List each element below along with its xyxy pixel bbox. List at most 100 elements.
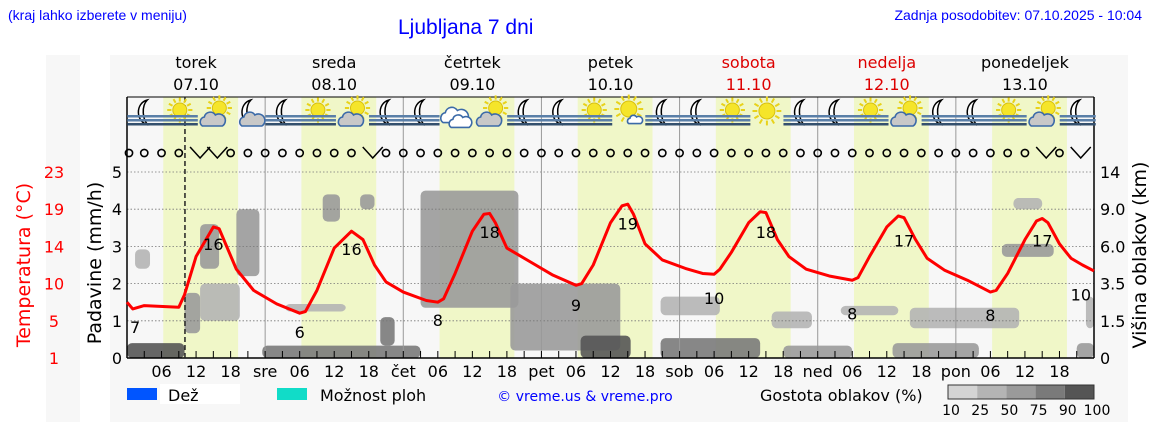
fog-line	[507, 119, 544, 122]
wind-calm-circle	[433, 148, 443, 158]
fog-line	[369, 123, 406, 126]
precip-tick-label: 1	[112, 312, 122, 331]
last-updated: Zadnja posodobitev: 07.10.2025 - 10:04	[894, 7, 1142, 23]
fog-line	[541, 119, 578, 122]
fog-line	[161, 123, 198, 126]
sun-ray	[350, 96, 355, 102]
sun-ray	[620, 96, 625, 102]
x-day-label: sre	[253, 362, 277, 381]
fog-line	[403, 115, 440, 118]
precip-tick-label: 4	[112, 200, 122, 219]
moon-fog-icon	[783, 98, 820, 126]
wind-calm-circle	[278, 148, 287, 158]
wind-barb	[362, 146, 384, 160]
sun-ray	[758, 118, 763, 124]
x-day-label: pon	[941, 362, 971, 381]
wind-calm-circle	[968, 148, 978, 158]
sun-disc	[724, 102, 740, 118]
sun-ray	[873, 98, 878, 104]
day-name: sreda	[312, 53, 356, 72]
sun-ray	[321, 98, 326, 104]
sun-ray	[1001, 98, 1006, 104]
sun-ray	[725, 98, 730, 104]
x-tick-label: 12	[462, 362, 482, 381]
wind-calm-circle	[1055, 148, 1064, 158]
fog-line	[679, 115, 716, 118]
sun-ray	[997, 102, 1002, 107]
moon-fog-icon	[369, 98, 406, 126]
wind-calm-circle	[675, 148, 684, 158]
moon-fog-icon	[645, 98, 682, 126]
sun-ray	[364, 100, 369, 105]
sun-ray	[601, 102, 606, 107]
sun-ray	[1051, 96, 1056, 102]
wind-barb	[189, 146, 211, 160]
fog-line	[576, 119, 613, 122]
fog-line	[369, 119, 406, 122]
x-day-label: pet	[528, 362, 554, 381]
copyright-link[interactable]: © vreme.us & vreme.pro	[497, 389, 672, 405]
density-scale-swatch	[977, 385, 1007, 399]
wind-barb	[206, 146, 228, 160]
wind-calm-circle	[485, 148, 495, 158]
fog-line	[714, 123, 751, 126]
fog-line	[576, 123, 613, 126]
wind-calm-circle	[450, 148, 460, 158]
cloud-shape	[1028, 111, 1055, 127]
moon-fog-icon	[956, 98, 993, 126]
temp-tick-label: 1	[49, 349, 59, 368]
precip-axis-title: Padavine (mm/h)	[84, 182, 106, 345]
cloud-patch	[1001, 243, 1054, 257]
temp-tick-label: 10	[44, 275, 64, 294]
sun-ray	[168, 102, 174, 107]
temp-label: 10	[1071, 286, 1091, 305]
wind-calm-circle	[830, 148, 840, 158]
sun-cloud-icon	[475, 95, 509, 127]
fog-line	[921, 119, 958, 122]
day-name: ponedeljek	[981, 53, 1070, 72]
moon-fog-icon	[127, 98, 164, 126]
cloud-patch	[285, 304, 346, 312]
sun-ray	[1036, 100, 1042, 105]
moon-fog-icon	[403, 98, 440, 126]
moon-fog-icon	[265, 98, 302, 126]
sun-fog-icon	[299, 97, 336, 126]
x-tick-label: 12	[186, 362, 206, 381]
fog-line	[990, 123, 1027, 126]
fog-line	[299, 119, 336, 122]
cloud-height-tick-label: 14	[1100, 163, 1120, 182]
cloud-height-tick-label: 3.5	[1100, 275, 1125, 294]
day-date: 11.10	[726, 75, 772, 94]
sun-ray	[498, 96, 503, 102]
sun-disc	[863, 102, 879, 118]
cloud-patch	[1013, 198, 1043, 210]
sun-disc	[758, 102, 776, 120]
fog-line	[817, 119, 854, 122]
sun-ray	[488, 96, 493, 102]
cloud-icon	[439, 106, 473, 129]
sun-fog-icon	[990, 97, 1027, 126]
sun-disc	[620, 100, 638, 118]
fog-line	[852, 115, 889, 118]
x-tick-label: 06	[980, 362, 1000, 381]
temp-tick-label: 5	[49, 312, 59, 331]
cloud-patch	[322, 194, 340, 222]
sun-cloud-icon	[337, 95, 371, 127]
temp-label: 17	[1032, 232, 1052, 251]
sun-fog-icon	[714, 97, 751, 126]
sun-ray	[859, 102, 864, 107]
density-scale-label: 50	[1000, 403, 1018, 419]
wind-calm-circle	[398, 148, 408, 158]
x-tick-label: 06	[151, 362, 171, 381]
fog-line	[127, 123, 164, 126]
wind-calm-circle	[847, 148, 857, 158]
temp-label: 16	[203, 235, 223, 254]
density-scale-border	[947, 384, 1095, 400]
fog-line	[403, 123, 440, 126]
sun-ray	[502, 100, 508, 105]
x-tick-label: 12	[877, 362, 897, 381]
precip-tick-label: 2	[112, 275, 122, 294]
wind-calm-circle	[295, 148, 305, 158]
wind-calm-circle	[899, 148, 909, 158]
temp-label: 8	[847, 304, 857, 323]
